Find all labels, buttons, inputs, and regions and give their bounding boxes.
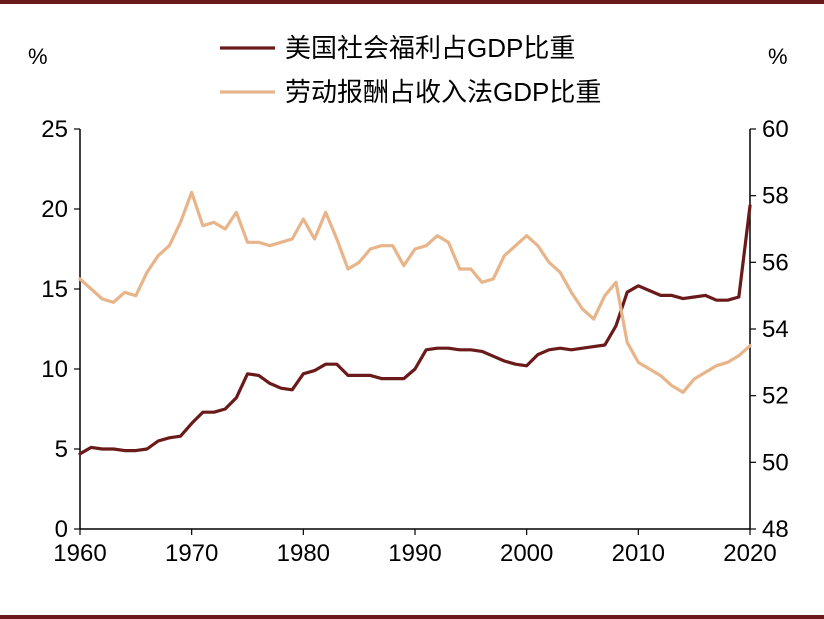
series-line-welfare xyxy=(80,206,750,454)
right-unit-label: % xyxy=(768,44,788,69)
left-tick-label: 15 xyxy=(41,276,68,303)
chart-container: 0 5 10 15 20 25 48 50 52 54 56 58 60 1960 1970 1980 1990… xyxy=(0,4,824,615)
left-tick-label: 0 xyxy=(55,516,68,543)
x-tick-label: 2020 xyxy=(723,540,776,567)
legend-label-labor: 劳动报酬占收入法GDP比重 xyxy=(285,77,601,107)
right-tick-label: 58 xyxy=(762,183,789,210)
left-tick-label: 25 xyxy=(41,116,68,143)
right-tick-label: 60 xyxy=(762,116,789,143)
left-unit-label: % xyxy=(28,44,48,69)
right-tick-label: 54 xyxy=(762,316,789,343)
x-tick-label: 2010 xyxy=(612,540,665,567)
chart-frame: 0 5 10 15 20 25 48 50 52 54 56 58 60 1960 1970 1980 1990… xyxy=(0,0,824,619)
right-tick-label: 50 xyxy=(762,449,789,476)
x-tick-label: 1980 xyxy=(277,540,330,567)
left-tick-label: 5 xyxy=(55,436,68,463)
right-tick-label: 48 xyxy=(762,516,789,543)
x-tick-label: 1990 xyxy=(388,540,441,567)
left-tick-label: 20 xyxy=(41,196,68,223)
x-tick-label: 1970 xyxy=(165,540,218,567)
legend-label-welfare: 美国社会福利占GDP比重 xyxy=(285,33,575,63)
left-tick-label: 10 xyxy=(41,356,68,383)
right-tick-label: 56 xyxy=(762,249,789,276)
x-tick-label: 2000 xyxy=(500,540,553,567)
x-tick-label: 1960 xyxy=(53,540,106,567)
right-tick-label: 52 xyxy=(762,383,789,410)
line-chart: 0 5 10 15 20 25 48 50 52 54 56 58 60 1960 1970 1980 1990… xyxy=(0,4,824,615)
